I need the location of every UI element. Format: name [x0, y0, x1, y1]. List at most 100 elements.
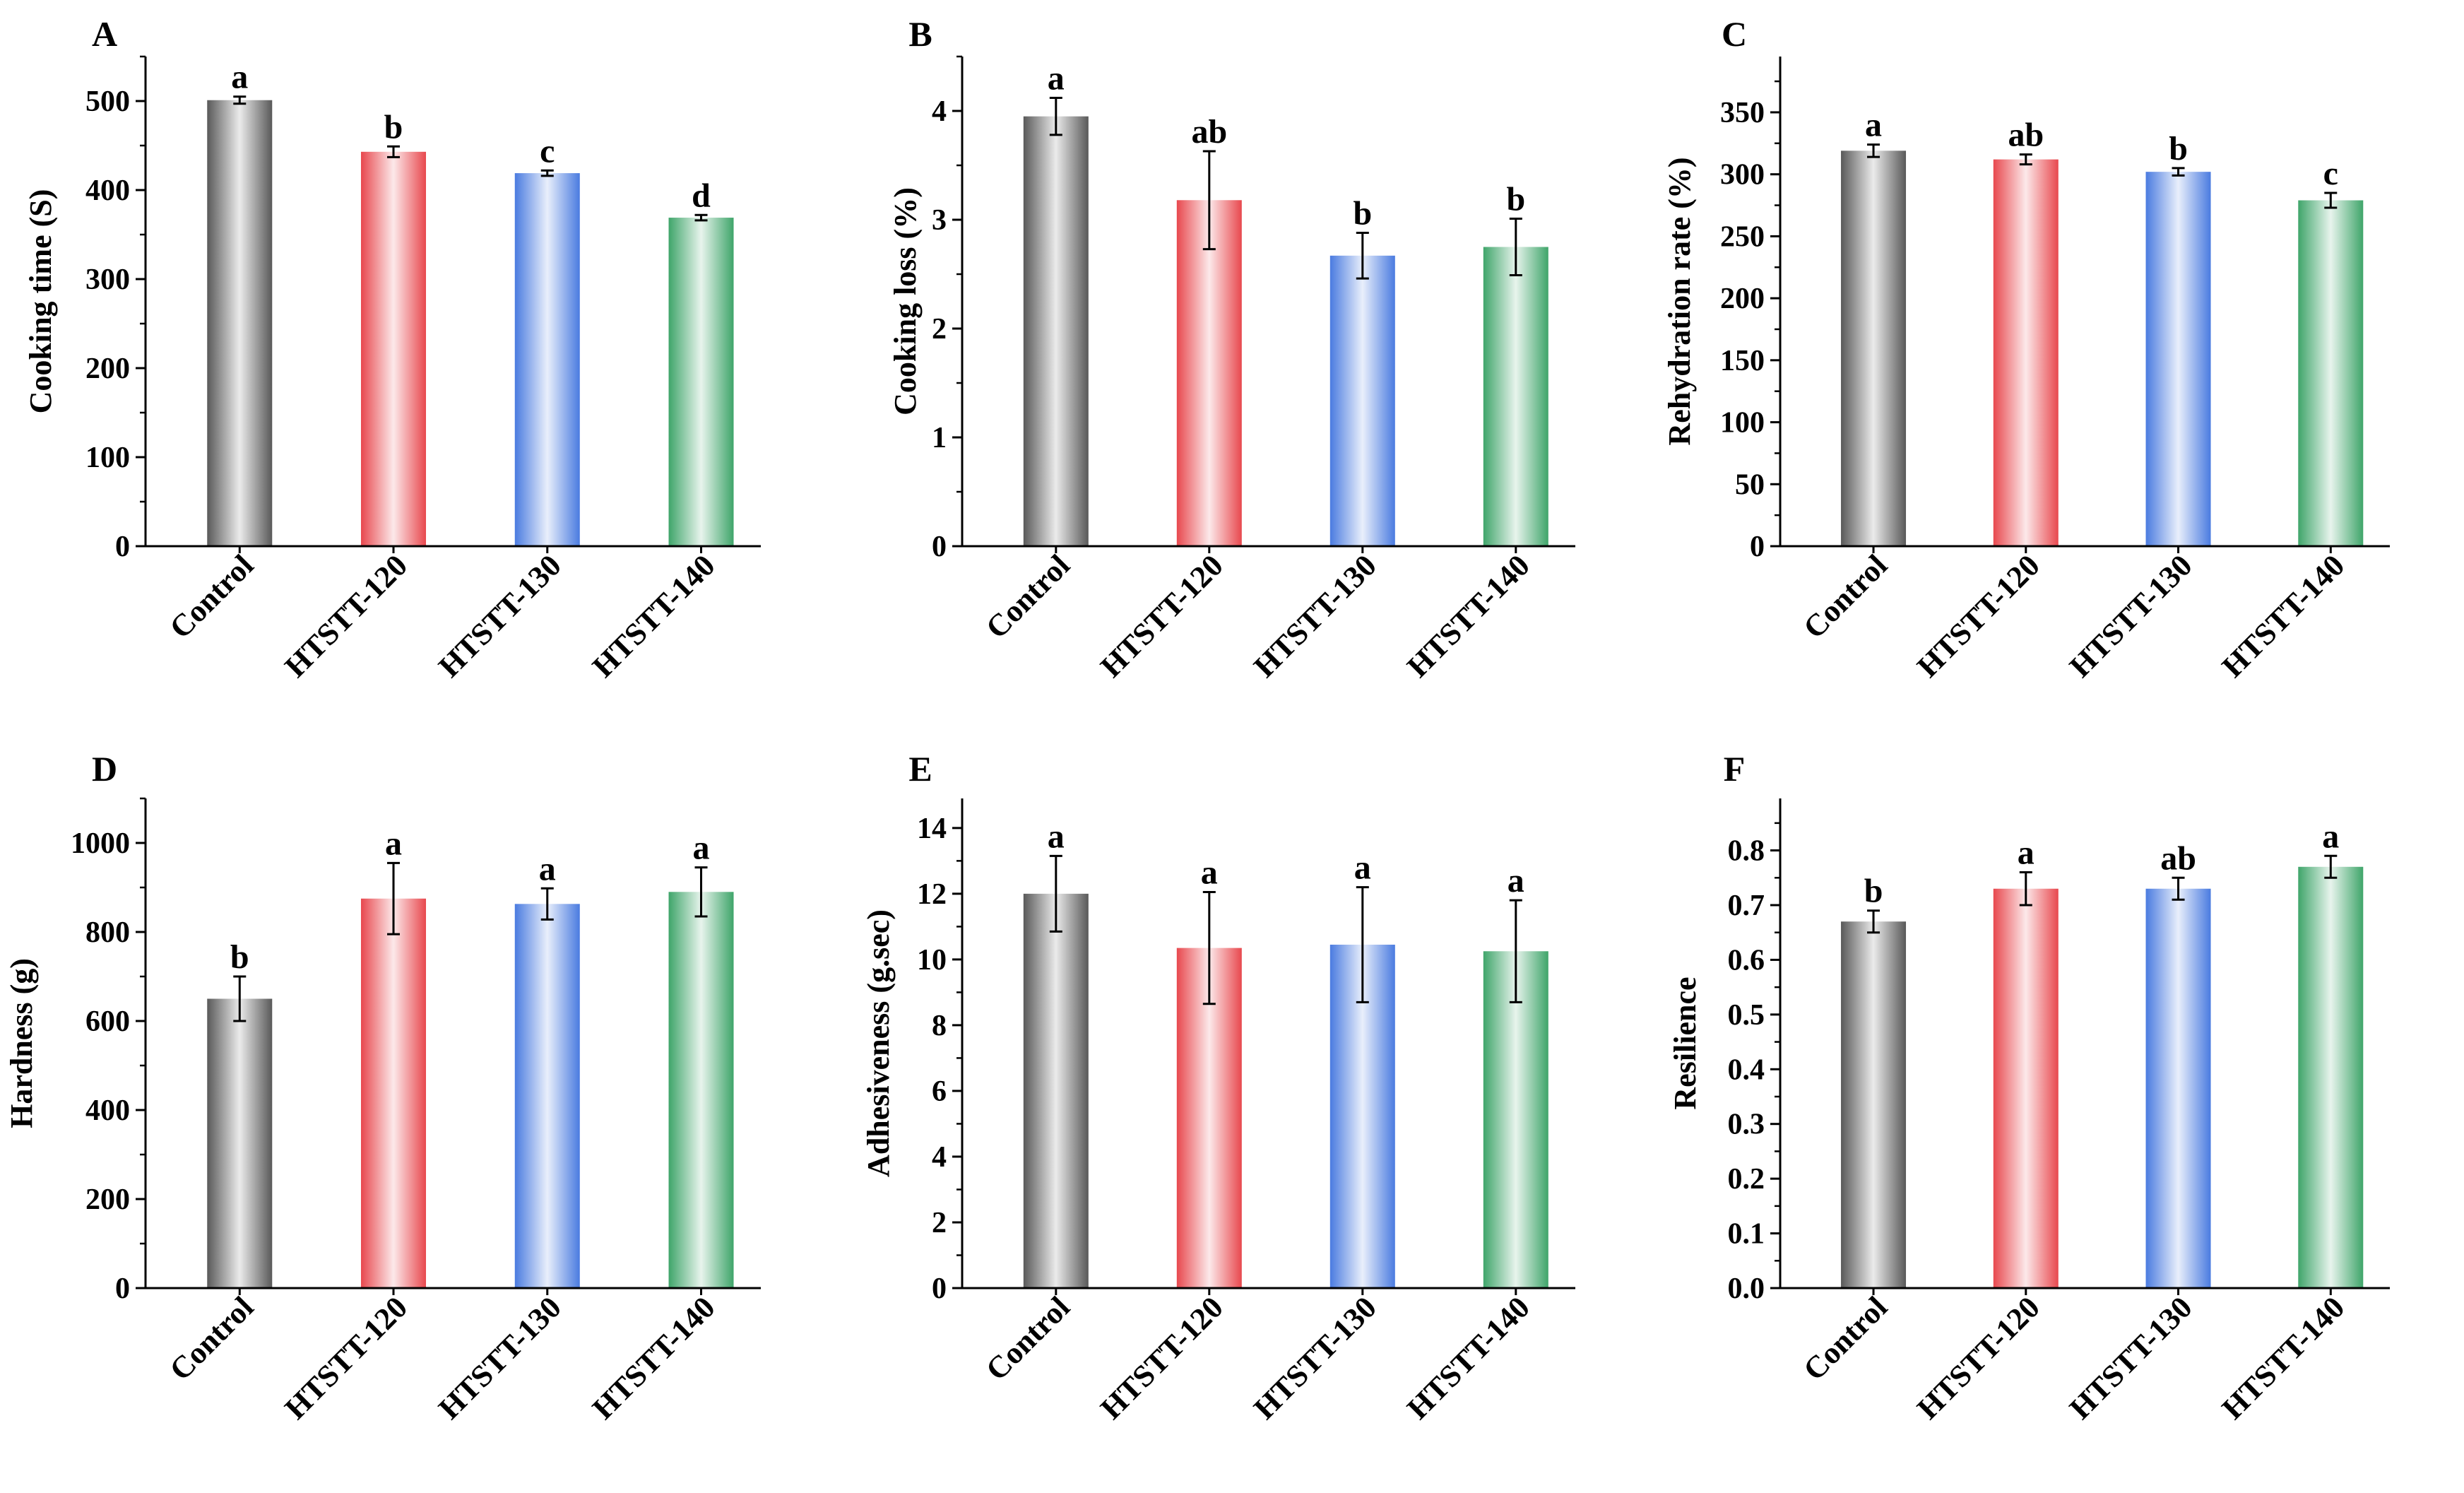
significance-letter: a	[1048, 818, 1065, 855]
y-tick-label: 800	[85, 916, 130, 949]
y-axis-title: Resilience	[1668, 976, 1702, 1109]
category-label: Control	[979, 548, 1077, 645]
panel-e: Ea Control a HTSTT-120 a HTSTT-130 a HTSTT-140 0…	[861, 749, 1575, 1426]
panel-label: C	[1722, 14, 1747, 54]
bar	[207, 100, 273, 547]
y-tick-label: 500	[85, 85, 130, 118]
significance-letter: a	[2322, 818, 2339, 855]
y-tick-label: 200	[1720, 283, 1765, 315]
bar	[668, 892, 734, 1288]
y-tick-label: 12	[917, 878, 947, 911]
y-tick-label: 200	[85, 353, 130, 385]
y-tick-label: 1	[932, 422, 947, 454]
y-tick-label: 400	[85, 1094, 130, 1127]
y-tick-label: 4	[932, 1141, 947, 1174]
panel-a: Aa Control b HTSTT-120 c HTSTT-130 d HTSTT-140 0…	[23, 14, 761, 684]
category-label: Control	[979, 1290, 1077, 1387]
bar	[2298, 200, 2364, 546]
y-tick-label: 0.1	[1728, 1218, 1765, 1251]
y-tick-label: 6	[932, 1075, 947, 1108]
y-axis-title: Rehydration rate (%)	[1662, 157, 1697, 445]
bar	[1993, 159, 2059, 546]
significance-letter: a	[385, 825, 402, 862]
y-tick-label: 0.7	[1728, 890, 1765, 922]
y-tick-label: 3	[932, 204, 947, 237]
significance-letter: ab	[2008, 117, 2044, 154]
category-label: Control	[1796, 1290, 1894, 1387]
category-label: HTSTT-130	[1247, 1290, 1383, 1426]
y-tick-label: 14	[917, 813, 947, 845]
y-tick-label: 0.0	[1728, 1273, 1765, 1305]
category-label: HTSTT-120	[1094, 548, 1230, 684]
significance-letter: a	[1508, 862, 1524, 899]
y-tick-label: 0.6	[1728, 944, 1765, 976]
bar	[1841, 151, 1907, 546]
bar	[514, 173, 580, 546]
y-tick-label: 0	[932, 531, 947, 563]
category-label: HTSTT-140	[586, 1290, 722, 1426]
category-label: Control	[163, 548, 261, 645]
y-tick-label: 0.8	[1728, 835, 1765, 868]
y-tick-label: 0	[1750, 531, 1765, 563]
category-label: HTSTT-120	[1910, 1290, 2047, 1426]
bar	[2145, 172, 2211, 547]
category-label: HTSTT-120	[278, 1290, 414, 1426]
y-tick-label: 400	[85, 175, 130, 207]
category-label: Control	[163, 1290, 261, 1387]
significance-letter: b	[1506, 180, 1525, 218]
significance-letter: a	[231, 59, 248, 96]
bar	[1483, 951, 1548, 1288]
significance-letter: a	[2018, 834, 2034, 872]
bar	[207, 998, 273, 1288]
y-tick-label: 300	[1720, 159, 1765, 191]
y-tick-label: 4	[932, 95, 947, 128]
category-label: HTSTT-130	[1247, 548, 1383, 684]
y-tick-label: 2	[932, 1207, 947, 1239]
bar	[514, 904, 580, 1288]
y-tick-label: 0	[115, 531, 130, 563]
significance-letter: a	[1354, 849, 1371, 887]
significance-letter: a	[539, 850, 556, 887]
significance-letter: ab	[1191, 113, 1227, 151]
y-tick-label: 0.3	[1728, 1109, 1765, 1141]
y-tick-label: 0.5	[1728, 999, 1765, 1032]
y-tick-label: 2	[932, 313, 947, 346]
bar	[1176, 200, 1242, 546]
bar	[1023, 893, 1089, 1288]
y-tick-label: 300	[85, 264, 130, 296]
y-axis-title: Adhesiveness (g.sec)	[861, 909, 896, 1177]
bar	[2298, 866, 2364, 1288]
panel-label: D	[92, 749, 117, 789]
significance-letter: a	[1865, 107, 1882, 144]
panel-f: Fb Control a HTSTT-120 ab HTSTT-130 a HTSTT-140…	[1668, 749, 2390, 1426]
panel-c: Ca Control ab HTSTT-120 b HTSTT-130 c HTSTT-140…	[1662, 14, 2390, 684]
y-tick-label: 100	[85, 442, 130, 474]
category-label: Control	[1796, 548, 1894, 645]
bar	[1329, 255, 1395, 546]
y-axis-title: Cooking time (S)	[23, 189, 58, 414]
significance-letter: d	[692, 177, 711, 214]
y-tick-label: 250	[1720, 220, 1765, 253]
significance-letter: b	[1353, 194, 1372, 232]
y-tick-label: 0.4	[1728, 1054, 1765, 1086]
significance-letter: a	[1201, 854, 1218, 892]
y-tick-label: 600	[85, 1005, 130, 1038]
category-label: HTSTT-140	[2215, 548, 2352, 684]
y-axis-title: Cooking loss (%)	[888, 187, 923, 415]
bar	[668, 218, 734, 546]
y-tick-label: 0	[932, 1273, 947, 1305]
panel-label: F	[1724, 749, 1746, 789]
bar	[361, 898, 427, 1288]
significance-letter: ab	[2160, 839, 2196, 877]
y-tick-label: 100	[1720, 407, 1765, 439]
y-tick-label: 0	[115, 1273, 130, 1305]
bar	[1993, 888, 2059, 1288]
y-tick-label: 200	[85, 1184, 130, 1216]
category-label: HTSTT-130	[432, 1290, 568, 1426]
bar	[1023, 116, 1089, 546]
category-label: HTSTT-130	[432, 548, 568, 684]
significance-letter: b	[1864, 873, 1883, 910]
bar	[2145, 888, 2211, 1288]
category-label: HTSTT-130	[2063, 1290, 2199, 1426]
